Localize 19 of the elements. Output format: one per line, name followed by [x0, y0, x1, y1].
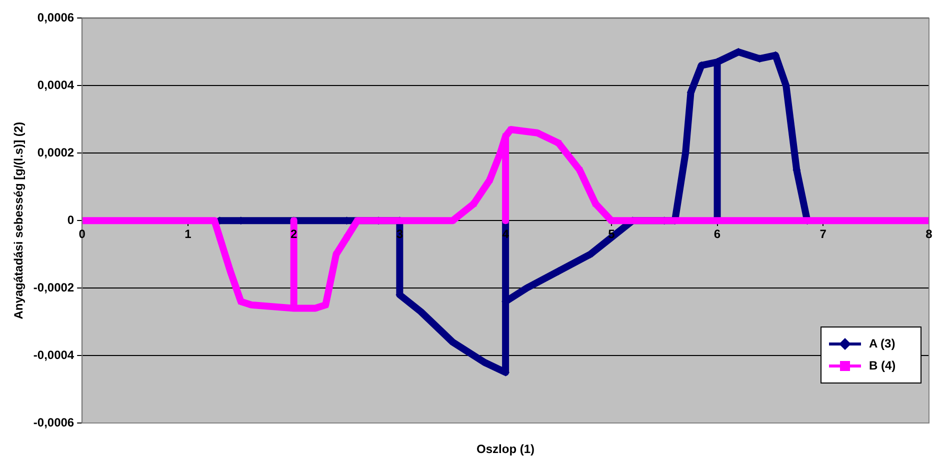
x-axis-title: Oszlop (1) — [476, 442, 535, 456]
x-tick-label: 1 — [184, 226, 192, 241]
y-tick-label: 0,0002 — [37, 145, 74, 160]
x-tick-label: 6 — [714, 226, 721, 241]
x-tick-label: 4 — [502, 226, 510, 241]
y-axis-title: Anyagátadási sebesség [g/(l.s)] (2) — [12, 122, 26, 320]
y-tick-label: 0,0004 — [37, 78, 74, 92]
legend-label: A (3) — [869, 336, 896, 350]
x-tick-label: 2 — [290, 226, 298, 241]
y-tick-label: -0,0004 — [33, 348, 74, 362]
y-tick-label: -0,0006 — [33, 415, 74, 430]
y-tick-label: 0 — [67, 212, 74, 227]
y-tick-label: -0,0002 — [33, 280, 74, 294]
x-tick-label: 3 — [396, 226, 404, 241]
legend-label: B (4) — [869, 358, 896, 372]
x-tick-label: 8 — [926, 226, 933, 241]
y-tick-label: 0,0006 — [37, 10, 74, 25]
x-tick-label: 7 — [820, 226, 827, 241]
x-tick-label: 0 — [78, 226, 86, 241]
